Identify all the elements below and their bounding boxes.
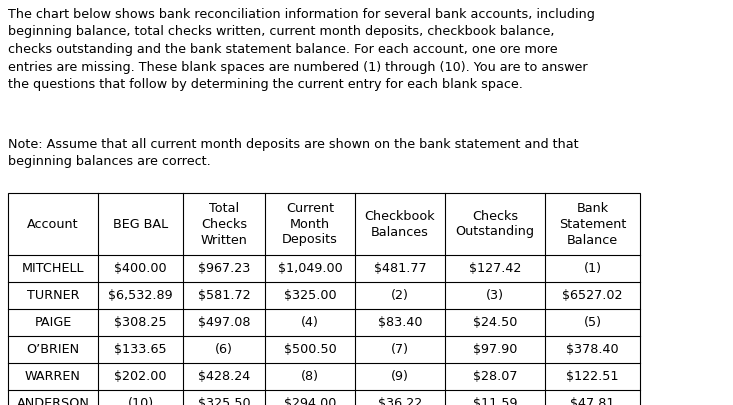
Text: (10): (10) [128, 397, 153, 405]
Text: $47.81: $47.81 [570, 397, 615, 405]
Text: Note: Assume that all current month deposits are shown on the bank statement and: Note: Assume that all current month depo… [8, 138, 578, 168]
Text: The chart below shows bank reconciliation information for several bank accounts,: The chart below shows bank reconciliatio… [8, 8, 595, 91]
Text: $6,532.89: $6,532.89 [108, 289, 173, 302]
Text: $581.72: $581.72 [198, 289, 250, 302]
Text: $378.40: $378.40 [566, 343, 619, 356]
Text: $36.22: $36.22 [378, 397, 422, 405]
Text: $127.42: $127.42 [469, 262, 521, 275]
Text: (9): (9) [391, 370, 409, 383]
Text: $325.50: $325.50 [198, 397, 250, 405]
Text: Bank
Statement
Balance: Bank Statement Balance [559, 202, 626, 247]
Text: $500.50: $500.50 [284, 343, 336, 356]
Text: $6527.02: $6527.02 [562, 289, 623, 302]
Bar [8, 193, 640, 405]
Text: $11.59: $11.59 [473, 397, 517, 405]
Text: BEG BAL: BEG BAL [113, 217, 168, 230]
Text: O’BRIEN: O’BRIEN [26, 343, 80, 356]
Text: Total
Checks
Written: Total Checks Written [201, 202, 248, 247]
Text: (6): (6) [215, 343, 233, 356]
Text: $97.90: $97.90 [473, 343, 517, 356]
Text: $325.00: $325.00 [284, 289, 336, 302]
Text: $497.08: $497.08 [198, 316, 250, 329]
Text: (1): (1) [583, 262, 602, 275]
Text: $1,049.00: $1,049.00 [278, 262, 342, 275]
Text: (4): (4) [301, 316, 319, 329]
Text: $28.07: $28.07 [473, 370, 517, 383]
Text: (3): (3) [486, 289, 504, 302]
Text: Checks
Outstanding: Checks Outstanding [455, 209, 534, 239]
Text: ANDERSON: ANDERSON [17, 397, 89, 405]
Text: $967.23: $967.23 [198, 262, 250, 275]
Text: PAIGE: PAIGE [34, 316, 72, 329]
Text: (8): (8) [301, 370, 319, 383]
Text: $122.51: $122.51 [567, 370, 619, 383]
Text: $308.25: $308.25 [114, 316, 167, 329]
Text: (5): (5) [583, 316, 602, 329]
Text: $24.50: $24.50 [473, 316, 517, 329]
Text: Checkbook
Balances: Checkbook Balances [365, 209, 435, 239]
Text: $83.40: $83.40 [377, 316, 422, 329]
Text: WARREN: WARREN [25, 370, 81, 383]
Text: $481.77: $481.77 [374, 262, 427, 275]
Text: $400.00: $400.00 [114, 262, 167, 275]
Text: $428.24: $428.24 [198, 370, 250, 383]
Text: $202.00: $202.00 [114, 370, 166, 383]
Text: Current
Month
Deposits: Current Month Deposits [282, 202, 338, 247]
Text: $294.00: $294.00 [284, 397, 336, 405]
Text: MITCHELL: MITCHELL [22, 262, 84, 275]
Text: $133.65: $133.65 [114, 343, 167, 356]
Text: Account: Account [27, 217, 79, 230]
Text: (2): (2) [391, 289, 409, 302]
Text: TURNER: TURNER [26, 289, 79, 302]
Text: (7): (7) [391, 343, 409, 356]
